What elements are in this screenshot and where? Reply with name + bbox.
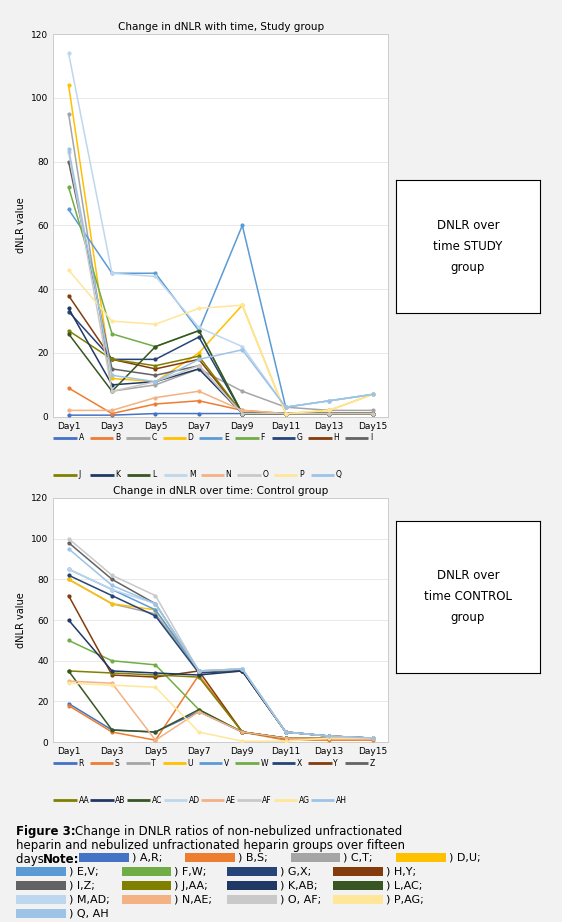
Text: ) K,AB;: ) K,AB; [280,881,318,891]
Text: AH: AH [336,796,347,805]
Text: AC: AC [152,796,162,805]
Text: I: I [370,433,372,443]
Text: ) P,AG;: ) P,AG; [386,894,423,904]
Text: F: F [261,433,265,443]
Text: AF: AF [262,796,272,805]
Text: J: J [79,470,81,479]
Y-axis label: dNLR value: dNLR value [16,197,26,254]
Bar [333,881,383,890]
Bar [227,868,277,876]
Text: AE: AE [225,796,235,805]
Text: Figure 3:: Figure 3: [16,825,76,838]
Bar [396,853,446,862]
Text: days.: days. [16,853,51,867]
Bar [333,895,383,904]
Title: Change in dNLR with time, Study group: Change in dNLR with time, Study group [117,22,324,32]
Text: O: O [262,470,268,479]
Bar [291,853,341,862]
Text: N: N [225,470,232,479]
Text: R: R [79,759,84,768]
Bar [227,881,277,890]
Text: AB: AB [115,796,126,805]
Text: ) Q, AH: ) Q, AH [69,908,108,918]
Text: ) N,AE;: ) N,AE; [174,894,212,904]
Bar [16,895,66,904]
Text: L: L [152,470,156,479]
Text: ) D,U;: ) D,U; [449,853,481,863]
Text: ) B,S;: ) B,S; [238,853,268,863]
Bar [79,853,129,862]
Text: S: S [115,759,120,768]
Bar [121,881,171,890]
Text: ) O, AF;: ) O, AF; [280,894,321,904]
Text: heparin and nebulized unfractionated heparin groups over fifteen: heparin and nebulized unfractionated hep… [16,839,405,852]
Bar [121,868,171,876]
Text: AG: AG [299,796,310,805]
Text: Note:: Note: [43,853,79,867]
Text: DNLR over
time CONTROL
group: DNLR over time CONTROL group [424,570,512,624]
Text: H: H [333,433,339,443]
Text: K: K [115,470,120,479]
Text: X: X [297,759,302,768]
Bar [121,895,171,904]
Text: ) E,V;: ) E,V; [69,867,98,877]
Text: Change in DNLR ratios of non-nebulized unfractionated: Change in DNLR ratios of non-nebulized u… [75,825,403,838]
Text: V: V [224,759,229,768]
Bar [16,868,66,876]
Text: D: D [188,433,193,443]
Text: ) J,AA;: ) J,AA; [174,881,208,891]
Text: U: U [188,759,193,768]
Text: AA: AA [79,796,89,805]
Text: ) H,Y;: ) H,Y; [386,867,416,877]
Text: T: T [151,759,156,768]
Bar [16,909,66,918]
Bar [185,853,235,862]
Text: P: P [299,470,304,479]
Text: ) F,W;: ) F,W; [174,867,207,877]
Text: G: G [297,433,303,443]
Text: ) G,X;: ) G,X; [280,867,311,877]
Bar [333,868,383,876]
Text: ) A,R;: ) A,R; [132,853,162,863]
Text: DNLR over
time STUDY
group: DNLR over time STUDY group [433,219,502,274]
Text: Y: Y [333,759,338,768]
Y-axis label: dNLR value: dNLR value [16,592,26,648]
Text: ) C,T;: ) C,T; [343,853,373,863]
Text: ) M,AD;: ) M,AD; [69,894,110,904]
Bar [227,895,277,904]
Text: E: E [224,433,229,443]
Text: Q: Q [336,470,342,479]
Text: ) I,Z;: ) I,Z; [69,881,94,891]
Text: A: A [79,433,84,443]
Text: W: W [261,759,268,768]
Text: C: C [151,433,157,443]
Text: B: B [115,433,120,443]
Text: M: M [189,470,196,479]
Bar [16,881,66,890]
Title: Change in dNLR over time: Control group: Change in dNLR over time: Control group [113,486,328,496]
Text: Z: Z [370,759,375,768]
Text: AD: AD [189,796,200,805]
Text: ) L,AC;: ) L,AC; [386,881,422,891]
